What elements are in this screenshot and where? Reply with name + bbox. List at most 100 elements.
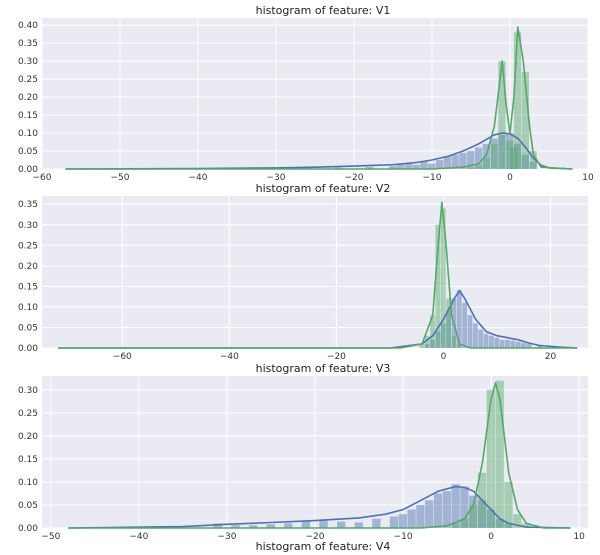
- histogram-bar: [495, 380, 504, 528]
- x-tick-label: 20: [545, 352, 557, 362]
- y-tick-label: 0.15: [18, 455, 38, 465]
- histogram-bar: [372, 518, 381, 528]
- histogram-bar: [474, 165, 483, 169]
- kde-line: [65, 26, 573, 170]
- histogram-bar: [404, 162, 412, 169]
- histogram-bar: [486, 509, 496, 528]
- y-tick-label: 0.05: [18, 323, 38, 333]
- chart-title-3: histogram of feature: V3: [256, 362, 391, 375]
- histogram-bar: [412, 164, 420, 169]
- x-tick-label: −10: [394, 532, 413, 542]
- y-tick-label: 0.05: [18, 501, 38, 511]
- y-tick-label: 0.20: [18, 432, 38, 442]
- y-tick-label: 0.25: [18, 409, 38, 419]
- x-tick-label: −40: [189, 173, 208, 183]
- histogram-bar: [337, 521, 346, 528]
- histogram-bar: [446, 311, 451, 348]
- histogram-bar: [462, 302, 468, 348]
- histogram-bar: [451, 484, 460, 528]
- y-tick-label: 0.05: [18, 147, 38, 157]
- y-tick-label: 0.00: [18, 165, 38, 175]
- histogram-bar: [419, 343, 425, 348]
- x-tick-label: −30: [267, 173, 286, 183]
- x-tick-label: 0: [488, 532, 494, 542]
- histogram-bar: [440, 323, 446, 348]
- histogram-bar: [498, 134, 506, 169]
- histogram-bar: [506, 140, 514, 169]
- y-tick-label: 0.20: [18, 262, 38, 272]
- y-tick-label: 0.40: [18, 21, 38, 31]
- histogram-bar: [490, 138, 498, 169]
- histogram-bar: [504, 523, 513, 528]
- histogram-bar: [460, 518, 469, 528]
- y-tick-label: 0.00: [18, 524, 38, 534]
- histogram-bar: [456, 343, 462, 348]
- histogram-bar: [284, 523, 293, 528]
- histogram-bar: [521, 154, 529, 169]
- histogram-bar: [494, 337, 500, 348]
- histogram-bar: [459, 152, 467, 169]
- histogram-bar: [416, 504, 425, 528]
- histogram-bar: [529, 151, 537, 169]
- histogram-bar: [319, 520, 328, 528]
- histogram-bar: [301, 521, 311, 528]
- histogram-bar: [435, 331, 441, 348]
- histogram-bar: [482, 158, 490, 169]
- histogram-bar: [213, 523, 223, 528]
- x-tick-label: −60: [113, 352, 132, 362]
- y-tick-label: 0.10: [18, 478, 38, 488]
- histogram-bar: [505, 339, 510, 348]
- histogram-bar: [407, 509, 416, 528]
- histogram-bar: [266, 524, 275, 528]
- histogram-bar: [504, 481, 513, 528]
- histogram-bar: [499, 339, 505, 348]
- y-tick-label: 0.15: [18, 111, 38, 121]
- x-tick-label: −20: [345, 173, 364, 183]
- histogram-bar: [248, 525, 258, 528]
- histogram-bar: [231, 525, 240, 528]
- histogram-bar: [467, 167, 475, 169]
- y-tick-label: 0.30: [18, 57, 38, 67]
- histogram-bar: [495, 518, 504, 528]
- histogram-bar: [474, 147, 483, 169]
- x-tick-label: −30: [217, 532, 236, 542]
- x-tick-label: −60: [33, 173, 52, 183]
- histogram-bar: [428, 163, 436, 169]
- histogram-bar: [478, 329, 484, 348]
- y-tick-label: 0.15: [18, 282, 38, 292]
- histogram-bar: [513, 143, 522, 169]
- x-tick-label: −20: [306, 532, 325, 542]
- y-tick-label: 0.30: [18, 221, 38, 231]
- histogram-bar: [365, 166, 373, 169]
- histogram-bar: [430, 339, 435, 348]
- histogram-bar: [526, 343, 532, 348]
- histogram-bar: [425, 500, 434, 528]
- histogram-bar: [433, 493, 443, 528]
- histogram-bar: [498, 61, 506, 170]
- histogram-bar: [451, 154, 459, 169]
- x-tick-label: 10: [573, 532, 585, 542]
- histogram-bar: [469, 495, 478, 528]
- y-tick-label: 0.35: [18, 200, 38, 210]
- x-axis-label: histogram of feature: V4: [256, 540, 391, 553]
- histogram-bar: [486, 389, 496, 528]
- histogram-bar: [430, 315, 435, 348]
- histogram-bar: [477, 500, 487, 528]
- histogram-bar: [483, 333, 489, 348]
- x-tick-label: 0: [507, 173, 513, 183]
- y-tick-label: 0.10: [18, 129, 38, 139]
- x-tick-label: −40: [220, 352, 239, 362]
- histogram-panel-v1: −60 −50 −40 −30 −20 −10 0 10 0.00 0.05 0.10 0.15 0.2…: [18, 18, 594, 183]
- y-tick-label: 0.25: [18, 241, 38, 251]
- x-tick-label: 10: [582, 173, 594, 183]
- x-tick-label: 0: [441, 352, 447, 362]
- histogram-bar: [482, 143, 490, 169]
- x-tick-label: −40: [129, 532, 148, 542]
- histogram-bar: [469, 504, 478, 528]
- histogram-bar: [442, 491, 451, 528]
- histogram-bar: [490, 143, 498, 169]
- histogram-bar: [420, 161, 428, 169]
- histogram-bar: [513, 514, 522, 528]
- histogram-bar: [488, 335, 494, 348]
